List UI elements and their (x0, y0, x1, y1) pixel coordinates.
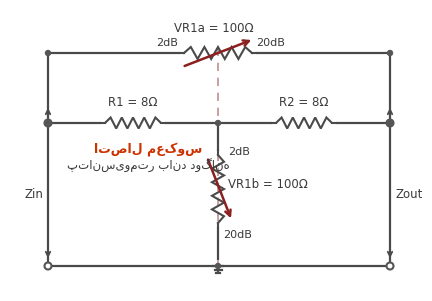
Text: R2 = 8Ω: R2 = 8Ω (279, 96, 329, 109)
Text: 20dB: 20dB (223, 230, 252, 240)
Text: پتانسیومتر باند دوگانه: پتانسیومتر باند دوگانه (67, 159, 229, 173)
Circle shape (216, 120, 220, 126)
Circle shape (388, 120, 393, 126)
Text: 2dB: 2dB (156, 38, 178, 48)
Circle shape (216, 263, 220, 268)
Circle shape (45, 51, 51, 55)
Circle shape (387, 119, 394, 126)
Text: VR1a = 100Ω: VR1a = 100Ω (174, 22, 254, 35)
Circle shape (387, 262, 394, 269)
Text: اتصال معکوس: اتصال معکوس (94, 142, 202, 156)
Circle shape (44, 119, 51, 126)
Text: 20dB: 20dB (256, 38, 285, 48)
Circle shape (45, 120, 51, 126)
Circle shape (388, 51, 393, 55)
Text: VR1b = 100Ω: VR1b = 100Ω (228, 178, 308, 191)
Text: 2dB: 2dB (228, 147, 250, 157)
Text: Zout: Zout (395, 188, 422, 201)
Text: R1 = 8Ω: R1 = 8Ω (108, 96, 158, 109)
Circle shape (44, 262, 51, 269)
Text: Zin: Zin (24, 188, 43, 201)
